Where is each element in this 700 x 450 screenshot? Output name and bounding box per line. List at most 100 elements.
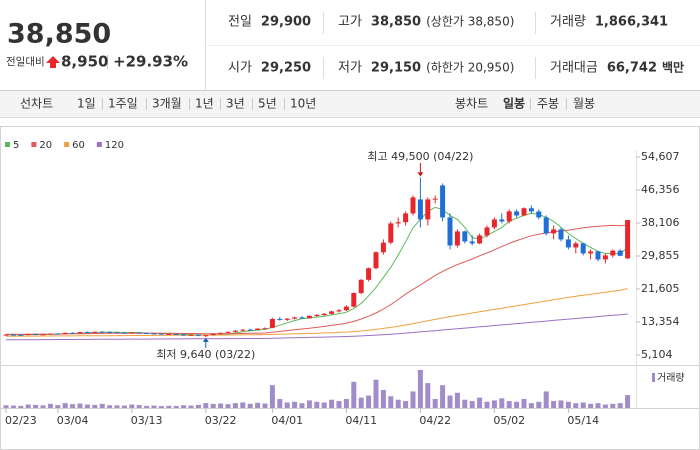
volume-bar [77, 403, 83, 408]
toolbar-label: 선차트 [20, 97, 53, 111]
y-tick-label: 21,605 [641, 282, 680, 295]
volume-bar [218, 403, 224, 408]
period-button[interactable]: 일봉 [503, 97, 525, 111]
candle-body [536, 211, 542, 218]
volume-bar [403, 401, 409, 408]
candle-body [403, 213, 409, 223]
candle-body [92, 331, 98, 333]
period-button[interactable]: 월봉 [573, 97, 595, 111]
range-button[interactable]: 10년 [290, 97, 316, 111]
up-arrow-icon [46, 56, 60, 68]
volume-bar [440, 385, 446, 408]
volume-bar [10, 405, 16, 408]
candle-body [573, 243, 579, 248]
x-tick-label: 03/22 [205, 414, 237, 427]
volume-bar [588, 403, 594, 408]
legend-label: 60 [72, 140, 85, 151]
volume-bar [336, 401, 342, 408]
high-arrow-head [417, 172, 424, 177]
candle-body [343, 306, 349, 311]
candle-body [588, 251, 594, 254]
candle-body [99, 331, 105, 333]
stat-value: 1,866,341 [595, 15, 668, 30]
period-button[interactable]: 주봉 [537, 97, 559, 111]
candle-body [469, 241, 475, 244]
y-tick-label: 38,106 [641, 216, 680, 229]
volume-bar [321, 402, 327, 408]
candle-body [240, 329, 246, 331]
range-button[interactable]: 3개월 [152, 97, 182, 111]
candle-body [77, 332, 83, 334]
candle-body [321, 313, 327, 316]
candle-body [595, 251, 601, 260]
stat-label: 거래량 [550, 15, 586, 30]
volume-bar [447, 395, 453, 408]
candle-body [432, 198, 438, 200]
candle-body [454, 231, 460, 246]
x-tick-label: 04/22 [419, 414, 451, 427]
ma-line [6, 288, 628, 337]
volume-bar [18, 405, 24, 408]
legend-label: 120 [105, 140, 124, 151]
volume-bar [166, 405, 172, 408]
candle-body [388, 223, 394, 243]
range-button[interactable]: 1주일 [108, 97, 138, 111]
volume-bar [514, 401, 520, 408]
volume-bar [395, 399, 401, 408]
volume-bar [225, 404, 231, 408]
candle-body [33, 334, 39, 336]
volume-bar [188, 405, 194, 408]
legend-label: 20 [39, 140, 52, 151]
volume-bar [425, 383, 431, 408]
x-tick-label: 04/01 [271, 414, 303, 427]
volume-bar [536, 401, 542, 408]
volume-bar [136, 405, 142, 408]
toolbar-label: 봉차트 [455, 97, 488, 111]
volume-bar [462, 399, 468, 408]
candle-body [55, 333, 61, 335]
candle-body [3, 334, 9, 336]
candle-body [144, 333, 150, 335]
candle-body [47, 333, 53, 335]
volume-bar [84, 404, 90, 408]
ma-line [6, 224, 628, 335]
volume-bar [595, 403, 601, 408]
volume-bar [55, 405, 61, 408]
candle-body [121, 332, 127, 334]
volume-bar [343, 399, 349, 408]
candle-body [195, 334, 201, 336]
volume-bar [484, 401, 490, 408]
range-button[interactable]: 5년 [258, 97, 277, 111]
candle-body [528, 208, 534, 212]
x-tick-label: 02/23 [5, 414, 37, 427]
volume-bar [151, 405, 157, 408]
x-tick-label: 05/14 [567, 414, 599, 427]
y-tick-label: 13,354 [641, 315, 680, 328]
range-button[interactable]: 3년 [226, 97, 245, 111]
volume-bar [3, 405, 9, 408]
volume-bar [181, 405, 187, 408]
volume-bar [121, 405, 127, 408]
candle-body [18, 334, 24, 336]
legend-label: 5 [13, 140, 19, 151]
range-button[interactable]: 1일 [77, 97, 96, 111]
candle-body [491, 219, 497, 228]
range-button[interactable]: 1년 [195, 97, 214, 111]
ma-line [6, 313, 628, 341]
x-tick-label: 04/11 [345, 414, 377, 427]
candle-body [314, 315, 320, 317]
y-tick-label: 5,104 [641, 348, 673, 361]
candle-body [181, 334, 187, 336]
candle-body [447, 217, 453, 246]
volume-bar [499, 398, 505, 408]
y-tick-label: 46,356 [641, 183, 680, 196]
candle-body [70, 332, 76, 334]
volume-bar [417, 370, 423, 408]
volume-bar [33, 404, 39, 408]
candle-body [173, 334, 179, 336]
stat-label: 시가 [228, 61, 252, 76]
stat-value: 38,850 [371, 15, 421, 30]
candle-body [203, 335, 209, 337]
stat-value: 29,250 [261, 61, 311, 76]
volume-bar [506, 401, 512, 408]
